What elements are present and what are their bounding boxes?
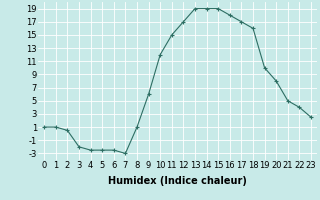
- X-axis label: Humidex (Indice chaleur): Humidex (Indice chaleur): [108, 176, 247, 186]
